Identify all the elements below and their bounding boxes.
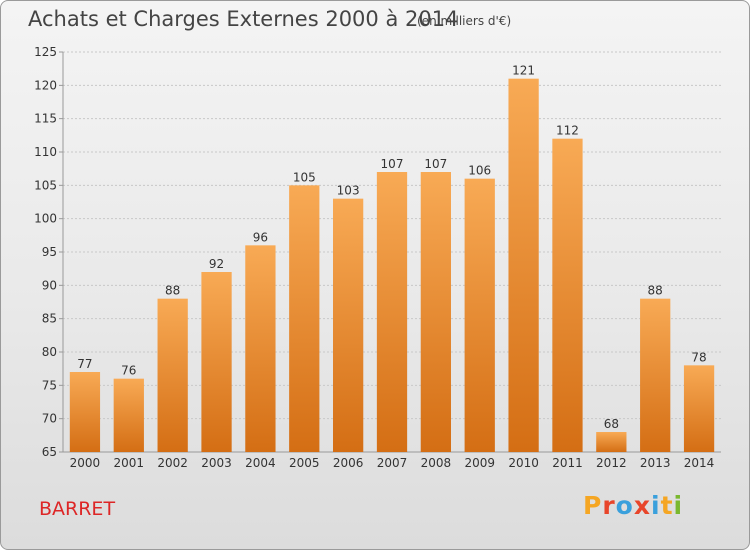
data-label: 107 <box>424 157 447 171</box>
bar-2011 <box>552 138 583 452</box>
bar-2006 <box>332 198 364 452</box>
data-label: 103 <box>337 184 360 198</box>
x-tick-label: 2001 <box>114 456 145 470</box>
x-tick-label: 2004 <box>245 456 276 470</box>
commune-name: BARRET <box>39 498 116 520</box>
logo-letter: P <box>583 491 603 520</box>
bar-2000 <box>69 372 101 452</box>
data-label: 106 <box>468 164 491 178</box>
y-tick-label: 125 <box>34 45 57 59</box>
proxiti-logo: Proxiti <box>583 491 683 520</box>
bar-2014 <box>683 365 715 452</box>
y-tick-label: 110 <box>34 145 57 159</box>
data-label: 78 <box>691 350 706 364</box>
bar-2005 <box>289 185 320 453</box>
chart-title: Achats et Charges Externes 2000 à 2014 <box>28 7 459 31</box>
data-label: 121 <box>512 64 535 78</box>
data-label: 77 <box>77 357 92 371</box>
y-tick-label: 100 <box>34 212 57 226</box>
data-label: 76 <box>121 364 136 378</box>
x-tick-label: 2012 <box>596 456 627 470</box>
x-tick-label: 2007 <box>377 456 408 470</box>
logo-letter: t <box>660 491 674 520</box>
data-label: 105 <box>293 170 316 184</box>
y-tick-label: 70 <box>42 412 57 426</box>
x-tick-label: 2011 <box>552 456 583 470</box>
bar-2009 <box>464 178 495 452</box>
data-label: 112 <box>556 124 579 138</box>
logo-letter: r <box>602 491 616 520</box>
y-tick-label: 90 <box>42 278 57 292</box>
x-tick-label: 2008 <box>421 456 452 470</box>
bar-2007 <box>376 172 408 452</box>
y-tick-label: 65 <box>42 445 57 459</box>
data-label: 88 <box>648 284 663 298</box>
logo-letter: i <box>651 491 661 520</box>
bars: 77 76 88 92 96 105 103 107 107 106 121 112 68 88 78 <box>69 64 715 453</box>
data-label: 107 <box>381 157 404 171</box>
y-tick-label: 120 <box>34 78 57 92</box>
logo-letter: o <box>615 491 634 520</box>
bar-2003 <box>201 272 232 452</box>
logo-letter: i <box>673 491 684 520</box>
bar-2004 <box>245 245 276 452</box>
bar-2002 <box>157 298 188 452</box>
y-tick-label: 95 <box>42 245 57 259</box>
y-tick-label: 80 <box>42 345 57 359</box>
data-label: 88 <box>165 284 180 298</box>
y-tick-label: 85 <box>42 312 57 326</box>
data-label: 96 <box>253 230 268 244</box>
x-tick-label: 2009 <box>464 456 495 470</box>
bar-2008 <box>420 172 452 452</box>
x-tick-label: 2000 <box>70 456 101 470</box>
y-tick-label: 105 <box>34 178 57 192</box>
chart-unit: (en milliers d'€) <box>417 14 512 28</box>
x-tick-label: 2003 <box>201 456 232 470</box>
logo-letter: x <box>633 491 651 520</box>
x-tick-label: 2002 <box>157 456 188 470</box>
x-tick-label: 2005 <box>289 456 320 470</box>
bar-2001 <box>113 378 144 452</box>
bar-2010 <box>508 78 539 453</box>
x-tick-label: 2014 <box>684 456 715 470</box>
x-tick-label: 2013 <box>640 456 671 470</box>
x-tick-label: 2006 <box>333 456 364 470</box>
x-axis-labels: 2000 2001 2002 2003 2004 2005 2006 2007 2008 2009… <box>70 456 715 470</box>
bar-2012 <box>596 432 627 452</box>
y-tick-label: 115 <box>34 112 57 126</box>
x-tick-label: 2010 <box>508 456 539 470</box>
data-label: 68 <box>604 417 619 431</box>
bar-2013 <box>640 298 671 452</box>
y-tick-label: 75 <box>42 378 57 392</box>
data-label: 92 <box>209 257 224 271</box>
